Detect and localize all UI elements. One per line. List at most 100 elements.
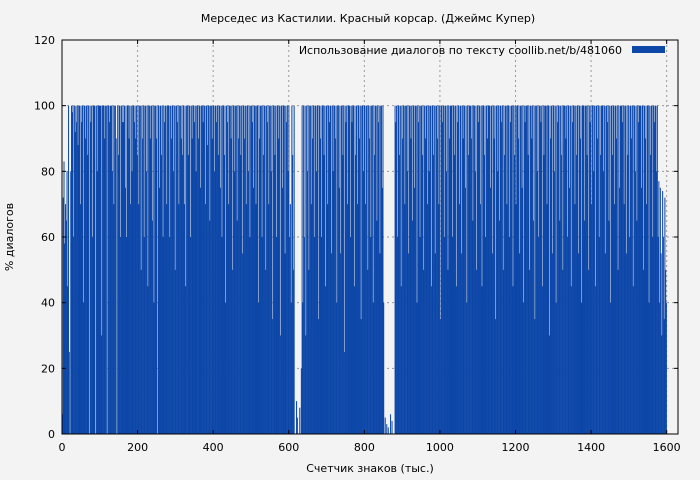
bar [91, 237, 93, 434]
bar [168, 105, 170, 435]
bar [291, 105, 293, 435]
bar [537, 105, 539, 435]
bar [147, 286, 149, 434]
bar [650, 154, 652, 434]
bar [186, 105, 188, 435]
bar [408, 253, 410, 434]
y-axis-label: % диалогов [3, 203, 16, 271]
bar [402, 138, 404, 434]
bar [620, 105, 622, 435]
bar [240, 154, 242, 434]
bar [340, 253, 342, 434]
bar [318, 319, 320, 434]
bar [146, 105, 148, 435]
bar [653, 122, 655, 434]
bar [202, 122, 204, 434]
bar [93, 105, 95, 435]
bar [622, 105, 624, 435]
bar [588, 269, 590, 434]
bar [609, 302, 611, 434]
bar [331, 253, 333, 434]
bar [510, 122, 512, 434]
bar [569, 105, 571, 435]
bar [65, 204, 67, 434]
bar [199, 105, 201, 435]
bar [427, 204, 429, 434]
bar [309, 105, 311, 435]
bar [154, 105, 156, 435]
bar [262, 105, 264, 435]
bar [239, 105, 241, 435]
bar [622, 122, 624, 434]
bar [190, 105, 192, 435]
bar [145, 105, 147, 435]
bar [296, 417, 298, 434]
bar [381, 187, 383, 434]
bar [492, 105, 494, 435]
bar [511, 105, 513, 435]
bar [177, 105, 179, 435]
bar [384, 417, 386, 434]
bar [530, 105, 532, 435]
bar [527, 154, 529, 434]
bar [432, 105, 434, 435]
bar [554, 105, 556, 435]
bar [108, 105, 110, 435]
bar [583, 105, 585, 435]
bar [306, 105, 308, 435]
bar [368, 138, 370, 434]
bar [528, 105, 530, 435]
bar [662, 237, 664, 434]
bar [207, 145, 209, 435]
bar [421, 154, 423, 434]
bar [219, 105, 221, 435]
bar [572, 105, 574, 435]
bar [200, 187, 202, 434]
bar [486, 105, 488, 435]
bar [198, 105, 200, 435]
bar [308, 269, 310, 434]
bar [296, 401, 298, 434]
bar [343, 105, 345, 435]
bar [579, 138, 581, 434]
bar [335, 105, 337, 435]
bar [241, 253, 243, 434]
bar [269, 105, 271, 435]
bar [594, 286, 596, 434]
bar [341, 105, 343, 435]
bar [105, 105, 107, 435]
bar [210, 105, 212, 435]
bar [264, 105, 266, 435]
bar [131, 171, 133, 435]
bar [249, 237, 251, 434]
bar [188, 105, 190, 435]
bar [525, 105, 527, 435]
bar [458, 105, 460, 435]
bar [164, 105, 166, 435]
x-tick-label: 1400 [577, 441, 605, 454]
x-axis-label: Счетчик знаков (тыс.) [306, 462, 434, 475]
bar [515, 204, 517, 434]
bar [480, 105, 482, 435]
bar [80, 105, 82, 435]
bar [170, 138, 172, 434]
bar [495, 105, 497, 435]
bar [95, 105, 97, 435]
bar [321, 237, 323, 434]
bar [594, 105, 596, 435]
bar [426, 105, 428, 435]
bar [322, 105, 324, 435]
bar [337, 105, 339, 435]
bar [229, 105, 231, 435]
bar [248, 105, 250, 435]
bar [179, 105, 181, 435]
bar [232, 269, 234, 434]
bar [192, 105, 194, 435]
bar [269, 105, 271, 435]
bar [544, 105, 546, 435]
bar [85, 138, 87, 434]
bar [151, 220, 153, 434]
x-tick-label: 400 [203, 441, 224, 454]
bar [324, 105, 326, 435]
bar [76, 122, 78, 434]
